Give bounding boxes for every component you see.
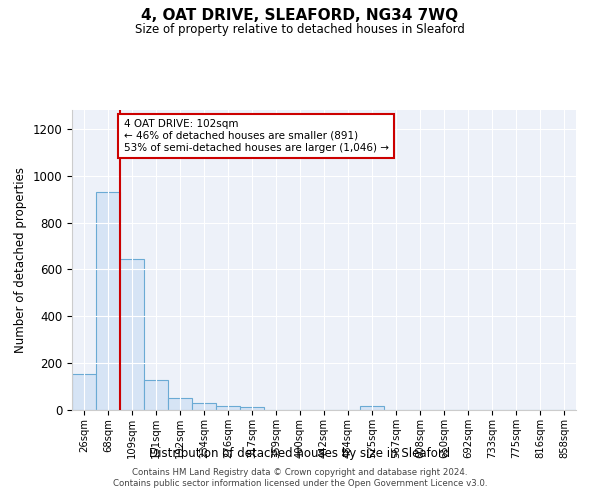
Bar (240, 407, 264, 410)
Text: Size of property relative to detached houses in Sleaford: Size of property relative to detached ho… (135, 22, 465, 36)
Bar (120, 259, 144, 410)
Y-axis label: Number of detached properties: Number of detached properties (14, 167, 27, 353)
Text: Contains HM Land Registry data © Crown copyright and database right 2024.
Contai: Contains HM Land Registry data © Crown c… (113, 468, 487, 487)
Bar (216, 406, 240, 410)
Text: 4 OAT DRIVE: 102sqm
← 46% of detached houses are smaller (891)
53% of semi-detac: 4 OAT DRIVE: 102sqm ← 46% of detached ho… (124, 120, 389, 152)
Bar (72, 374, 96, 410)
Bar (360, 406, 384, 410)
Bar (96, 192, 120, 410)
Text: Distribution of detached houses by size in Sleaford: Distribution of detached houses by size … (149, 448, 451, 460)
Bar (168, 398, 192, 410)
Bar (192, 403, 216, 410)
Bar (144, 380, 168, 410)
Text: 4, OAT DRIVE, SLEAFORD, NG34 7WQ: 4, OAT DRIVE, SLEAFORD, NG34 7WQ (142, 8, 458, 22)
